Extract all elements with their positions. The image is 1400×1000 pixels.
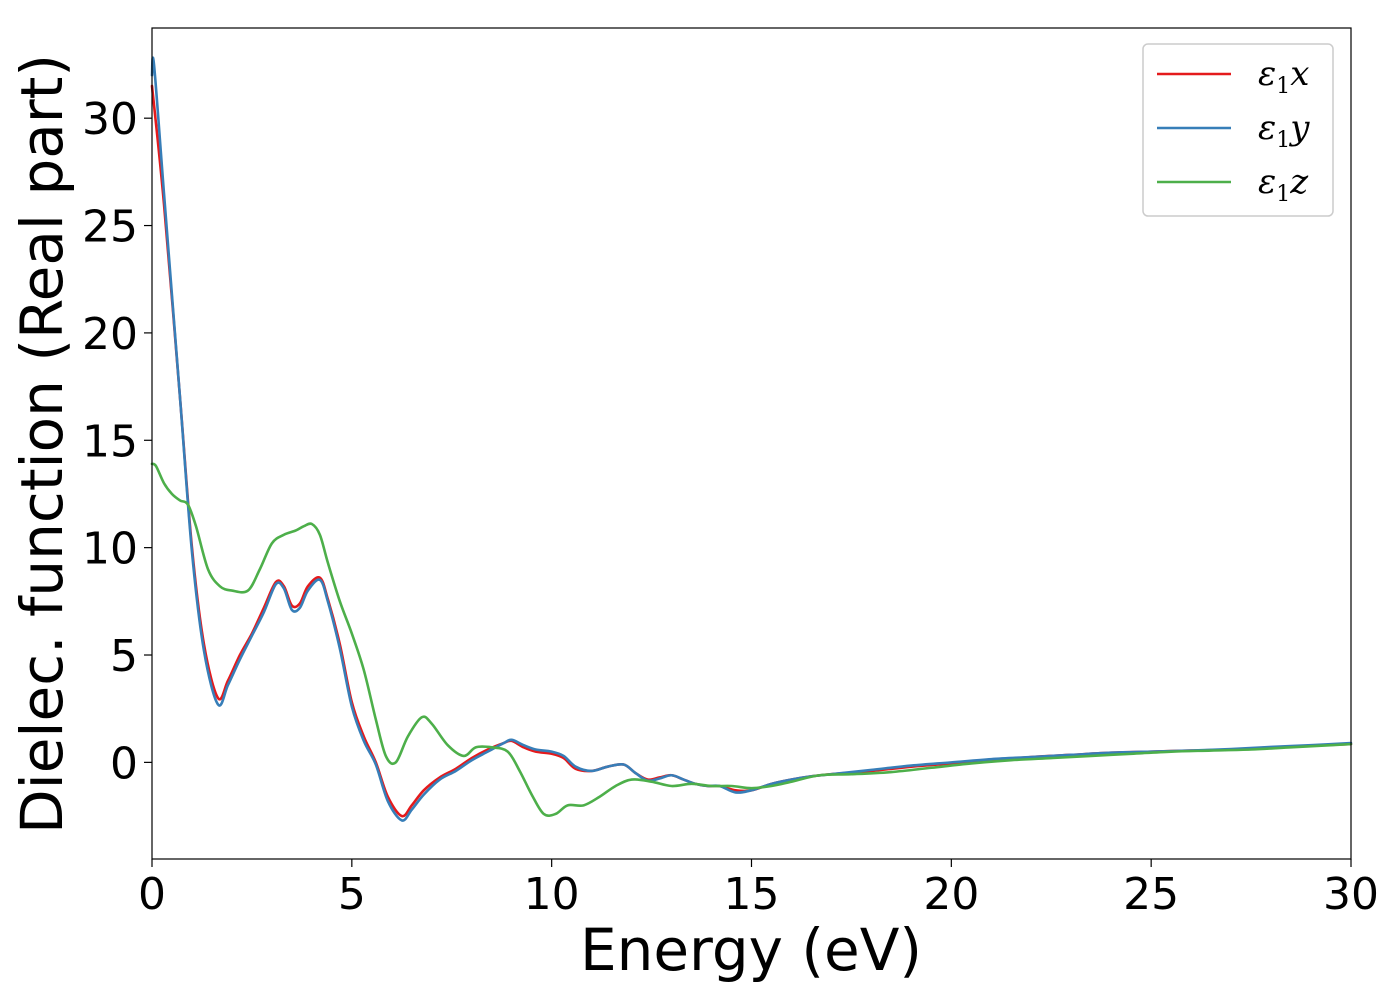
y-axis-title: Dielec. function (Real part) (8, 54, 76, 834)
y-tick-label: 5 (110, 631, 138, 682)
x-tick-label: 25 (1123, 869, 1179, 920)
y-tick-label: 25 (82, 202, 138, 253)
y-tick-label: 30 (82, 94, 138, 145)
y-tick-label: 20 (82, 309, 138, 360)
x-axis-title: Energy (eV) (580, 916, 922, 984)
y-tick-label: 10 (82, 524, 138, 575)
x-tick-label: 10 (524, 869, 580, 920)
x-tick-label: 20 (923, 869, 979, 920)
x-tick-label: 30 (1323, 869, 1379, 920)
legend-items: ε1x ε1y ε1z (1157, 54, 1310, 207)
x-axis-ticks: 0 5 10 15 20 25 30 (138, 859, 1379, 920)
legend: ε1x ε1y ε1z (1142, 43, 1334, 217)
x-tick-label: 15 (724, 869, 780, 920)
legend-label-y: ε1y (1258, 108, 1310, 153)
x-tick-label: 0 (138, 869, 166, 920)
y-axis-ticks: 0 5 10 15 20 25 30 (82, 94, 152, 789)
series-line-z (150, 462, 1353, 818)
legend-label-x: ε1x (1258, 54, 1309, 99)
legend-box (1142, 43, 1334, 217)
series-layer (150, 56, 1353, 822)
series-line-y (150, 56, 1353, 822)
y-tick-label: 0 (110, 738, 138, 789)
y-tick-label: 15 (82, 416, 138, 467)
legend-label-z: ε1z (1258, 162, 1309, 207)
x-tick-label: 5 (338, 869, 366, 920)
